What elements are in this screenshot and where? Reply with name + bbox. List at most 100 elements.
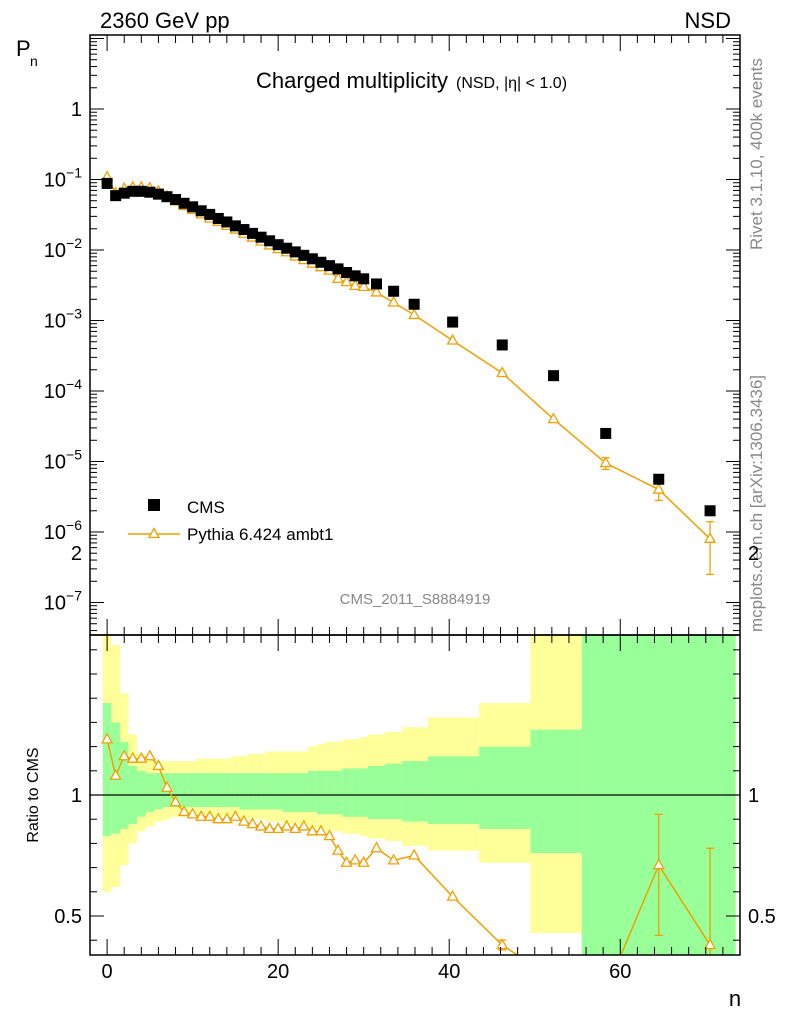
cms-data-point [371,278,383,290]
ratio-mc-point [101,732,114,744]
main-mc-point [357,280,370,292]
green-band-bin [119,741,129,829]
ratio-mc-point [703,938,717,950]
main-mc-point [340,275,353,287]
cms-data-point [187,201,199,213]
ratio-mc-point [323,829,336,841]
legend: CMS Pythia 6.424 ambt1 [128,498,333,544]
green-band-bin [137,770,146,817]
cms-data-point [144,186,156,198]
green-band-bin [333,770,343,815]
cms-data-point [306,253,318,265]
ratio-mc-point [387,853,400,865]
cms-data-point [447,316,459,328]
y-tick-label: 10−2 [44,235,82,262]
green-band-bin [188,773,197,808]
cms-data-point [101,177,113,189]
cms-data-point [152,188,164,200]
x-tick-label: 60 [609,961,631,983]
cms-data-point [323,260,335,272]
cms-data-point [332,263,344,275]
ratio-mc-point [160,780,174,792]
cms-data-point [195,205,207,217]
ratio-mc-point [331,843,345,855]
ratio-mc-point [549,973,559,982]
cms-data-point [212,212,224,224]
ratio-mc-point [306,824,319,836]
analysis-id: CMS_2011_S8884919 [340,591,491,608]
green-band-bin [248,773,257,810]
ratio-mc-point [496,938,509,950]
ratio-mc-line [106,739,711,955]
cms-data-point [221,216,233,228]
ratio-mc-point [220,812,233,824]
ratio-mc-point [263,822,276,834]
cms-data-point [135,185,147,197]
main-mc-point [547,412,560,424]
green-band-bin [479,746,531,829]
energy-label: 2360 GeV pp [100,8,230,33]
green-band-bin [205,773,215,808]
ratio-y-ticks: 0.5 0.5 1 1 2 2 [54,543,776,941]
y-tick-label: 10−3 [44,306,82,333]
green-band-bin [145,773,155,812]
main-mc-point [496,366,509,378]
y-tick-label: 10−7 [44,588,82,615]
ratio-y-tick-label: 0.5 [54,906,82,928]
ratio-mc-point [408,848,421,860]
cms-data-point [118,187,130,199]
main-mc-point [446,333,459,345]
y-tick-label: 10−5 [44,447,82,474]
green-band-bin [282,773,291,812]
ratio-y-tick-label-right: 1 [748,785,759,807]
y-axis-label-ratio: Ratio to CMS [25,747,42,842]
green-band-bin [308,770,317,812]
y-label-n: n [30,53,38,69]
ratio-mc-point [357,855,370,867]
ratio-mc-point [152,759,165,771]
ratio-mc-point [652,858,665,870]
main-y-ticks: 1 10−1 10−2 10−3 10−4 10−5 10−6 10−7 [44,38,740,632]
ratio-y-tick-label: 2 [71,543,82,565]
ratio-mc-point [143,749,156,761]
ratio-mc-point [601,986,611,995]
ratio-mc-point [280,819,293,831]
cms-data-point [341,266,353,278]
cms-data-point [238,224,250,236]
plot-title: Charged multiplicity (NSD, |η| < 1.0) [256,68,567,93]
ratio-mc-point [169,795,182,807]
cms-data-point [548,370,560,382]
cms-data-point [704,505,716,517]
legend-item-pythia: Pythia 6.424 ambt1 [128,525,333,544]
cms-data-point [247,227,258,239]
cms-data-point [600,427,612,439]
legend-item-cms: CMS [148,498,225,517]
cms-data-point [127,185,139,197]
y-tick-label: 10−4 [44,376,82,403]
y-tick-label: 10−6 [44,517,82,544]
legend-marker-square [148,499,160,511]
cms-data-point [408,298,420,310]
ratio-mc-point [177,805,191,817]
y-tick-label: 10−1 [44,165,82,192]
ratio-mc-point [229,809,242,821]
cms-data-point [229,220,241,232]
title-sub: (NSD, |η| < 1.0) [456,75,567,92]
ratio-y-tick-label-right: 2 [748,543,759,565]
green-band-bin [342,768,351,817]
green-band-bin [299,773,309,812]
ratio-mc-point [254,819,268,831]
main-mc-point [349,279,362,291]
main-mc-point [703,531,717,543]
green-band-bin [581,635,634,955]
ratio-mc-series [101,732,717,995]
x-tick-label: 40 [438,961,460,983]
ratio-mc-point [126,751,139,763]
ratio-mc-point [370,841,383,853]
main-mc-point [652,482,665,494]
cms-data-point [255,231,267,243]
main-mc-point [599,456,612,468]
green-band-bin [290,773,300,812]
ratio-y-tick-label: 1 [71,785,82,807]
green-band-bin [179,773,189,808]
